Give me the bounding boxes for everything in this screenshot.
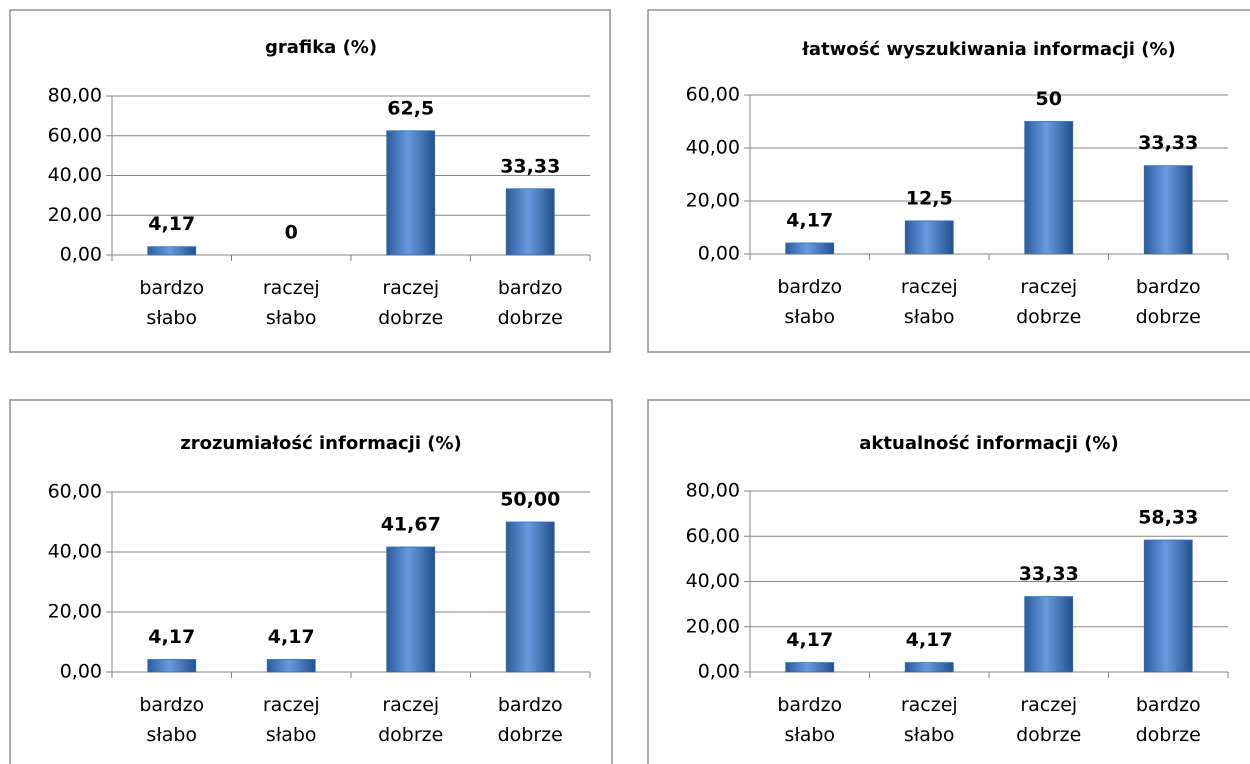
x-tick-label: bardzo słabo	[139, 277, 205, 329]
data-label: 12,5	[906, 187, 953, 209]
y-tick-label: 80,00	[48, 85, 102, 107]
x-tick-label: raczej słabo	[900, 276, 958, 328]
x-tick-label: bardzo dobrze	[1135, 694, 1201, 746]
data-label: 4,17	[148, 213, 195, 235]
data-label: 4,17	[786, 629, 833, 651]
bar	[505, 188, 555, 256]
bar	[1024, 596, 1074, 673]
data-label: 4,17	[268, 626, 315, 648]
chart-title: grafika (%)	[265, 37, 377, 58]
y-tick-label: 0,00	[698, 243, 740, 265]
y-tick-label: 20,00	[686, 190, 740, 212]
bar	[147, 246, 197, 256]
data-label: 41,67	[381, 513, 441, 535]
bar	[904, 220, 954, 255]
bar	[386, 130, 436, 256]
y-tick-label: 60,00	[48, 124, 102, 146]
y-tick-label: 20,00	[48, 204, 102, 226]
bar	[386, 546, 436, 673]
bar	[1143, 539, 1193, 673]
chart-title: zrozumiałość informacji (%)	[180, 433, 462, 454]
y-tick-label: 20,00	[686, 615, 740, 637]
y-tick-label: 0,00	[60, 244, 102, 266]
data-label: 58,33	[1138, 507, 1198, 529]
bar	[266, 659, 316, 673]
bar	[505, 521, 555, 673]
chart-border	[9, 9, 611, 353]
data-label: 33,33	[1019, 563, 1079, 585]
data-label: 0	[285, 222, 298, 244]
data-label: 50,00	[500, 489, 560, 511]
bar	[785, 242, 835, 255]
bar	[1024, 121, 1074, 255]
bar	[1143, 165, 1193, 255]
data-label: 33,33	[500, 155, 560, 177]
data-label: 50	[1036, 88, 1062, 110]
y-tick-label: 40,00	[48, 164, 102, 186]
x-tick-label: bardzo dobrze	[1135, 276, 1201, 328]
data-label: 4,17	[148, 626, 195, 648]
y-tick-label: 80,00	[686, 480, 740, 502]
bar	[904, 662, 954, 673]
x-tick-label: raczej słabo	[900, 694, 958, 746]
data-label: 33,33	[1138, 132, 1198, 154]
y-tick-label: 0,00	[698, 661, 740, 683]
bar	[785, 662, 835, 673]
bar	[147, 659, 197, 673]
x-tick-label: bardzo dobrze	[497, 277, 563, 329]
chart-title: aktualność informacji (%)	[859, 433, 1118, 454]
x-tick-label: raczej dobrze	[1016, 694, 1082, 746]
y-tick-label: 60,00	[48, 481, 102, 503]
data-label: 4,17	[786, 209, 833, 231]
x-tick-label: raczej dobrze	[378, 694, 444, 746]
y-tick-label: 60,00	[686, 525, 740, 547]
y-tick-label: 60,00	[686, 84, 740, 106]
x-tick-label: raczej dobrze	[1016, 276, 1082, 328]
x-tick-label: raczej słabo	[262, 277, 320, 329]
x-tick-label: raczej dobrze	[378, 277, 444, 329]
y-tick-label: 40,00	[48, 541, 102, 563]
x-tick-label: raczej słabo	[262, 694, 320, 746]
data-label: 62,5	[387, 97, 434, 119]
x-tick-label: bardzo słabo	[777, 694, 843, 746]
x-tick-label: bardzo słabo	[139, 694, 205, 746]
chart-title: łatwość wyszukiwania informacji (%)	[801, 39, 1175, 60]
y-tick-label: 40,00	[686, 570, 740, 592]
data-label: 4,17	[906, 629, 953, 651]
y-tick-label: 20,00	[48, 601, 102, 623]
y-tick-label: 0,00	[60, 661, 102, 683]
y-tick-label: 40,00	[686, 137, 740, 159]
x-tick-label: bardzo dobrze	[497, 694, 563, 746]
x-tick-label: bardzo słabo	[777, 276, 843, 328]
